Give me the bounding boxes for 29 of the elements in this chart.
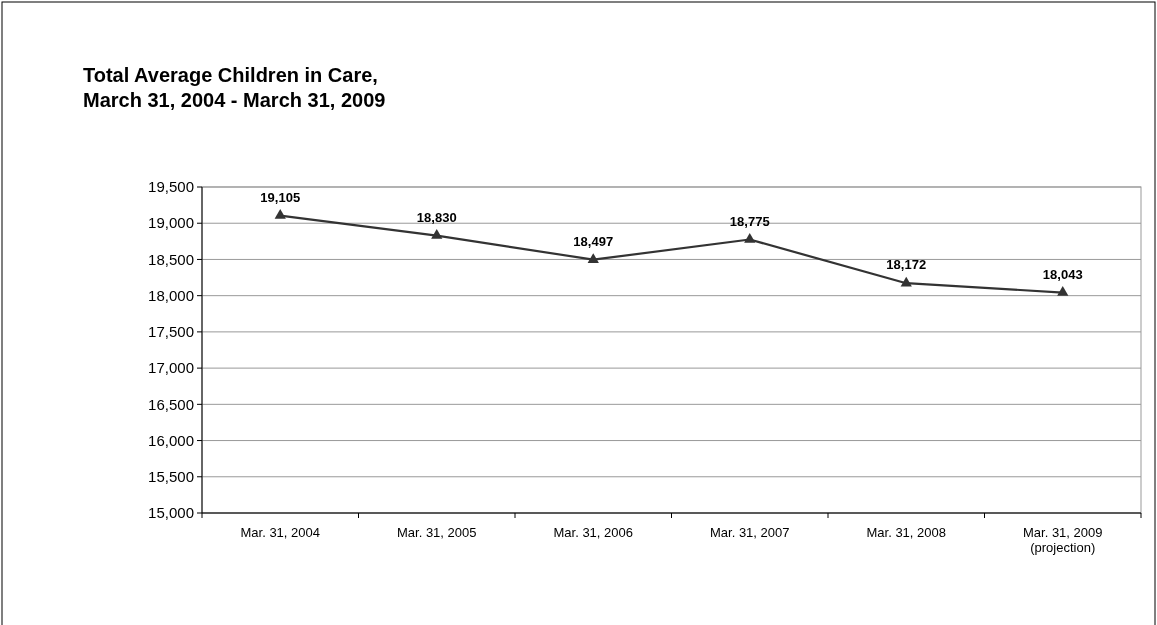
point — [1057, 286, 1069, 296]
y-tick-label: 18,000 — [148, 286, 194, 304]
x-tick-label: Mar. 31, 2004 — [240, 525, 320, 540]
data-label: 18,830 — [416, 209, 457, 225]
chart-title: Total Average Children in Care, March 31, 2004 - March 31, 2009 — [83, 64, 386, 111]
point — [274, 209, 286, 219]
data-label: 18,775 — [729, 213, 770, 229]
x-tick-label: Mar. 31, 2009 (projection) — [1023, 525, 1103, 555]
y-tick-label: 16,000 — [148, 431, 194, 449]
point — [587, 253, 599, 263]
point — [431, 229, 443, 239]
x-tick-label: Mar. 31, 2008 — [866, 525, 946, 540]
x-tick-label: Mar. 31, 2005 — [397, 525, 477, 540]
data-label: 18,497 — [573, 233, 614, 249]
y-tick-label: 17,000 — [148, 359, 194, 377]
y-tick-label: 19,500 — [148, 178, 194, 196]
y-tick-label: 15,500 — [148, 468, 194, 486]
point — [900, 276, 912, 287]
data-label: 18,043 — [1042, 266, 1083, 282]
y-tick-label: 16,500 — [148, 395, 194, 413]
y-tick-label: 17,500 — [148, 323, 194, 341]
y-tick-label: 19,000 — [148, 214, 194, 232]
x-tick-label: Mar. 31, 2006 — [553, 525, 633, 540]
point — [744, 233, 756, 243]
y-tick-label: 15,000 — [148, 504, 194, 522]
data-label: 19,105 — [260, 189, 301, 205]
x-tick-label: Mar. 31, 2007 — [710, 525, 790, 540]
y-tick-label: 18,500 — [148, 250, 194, 268]
data-label: 18,172 — [886, 257, 927, 273]
